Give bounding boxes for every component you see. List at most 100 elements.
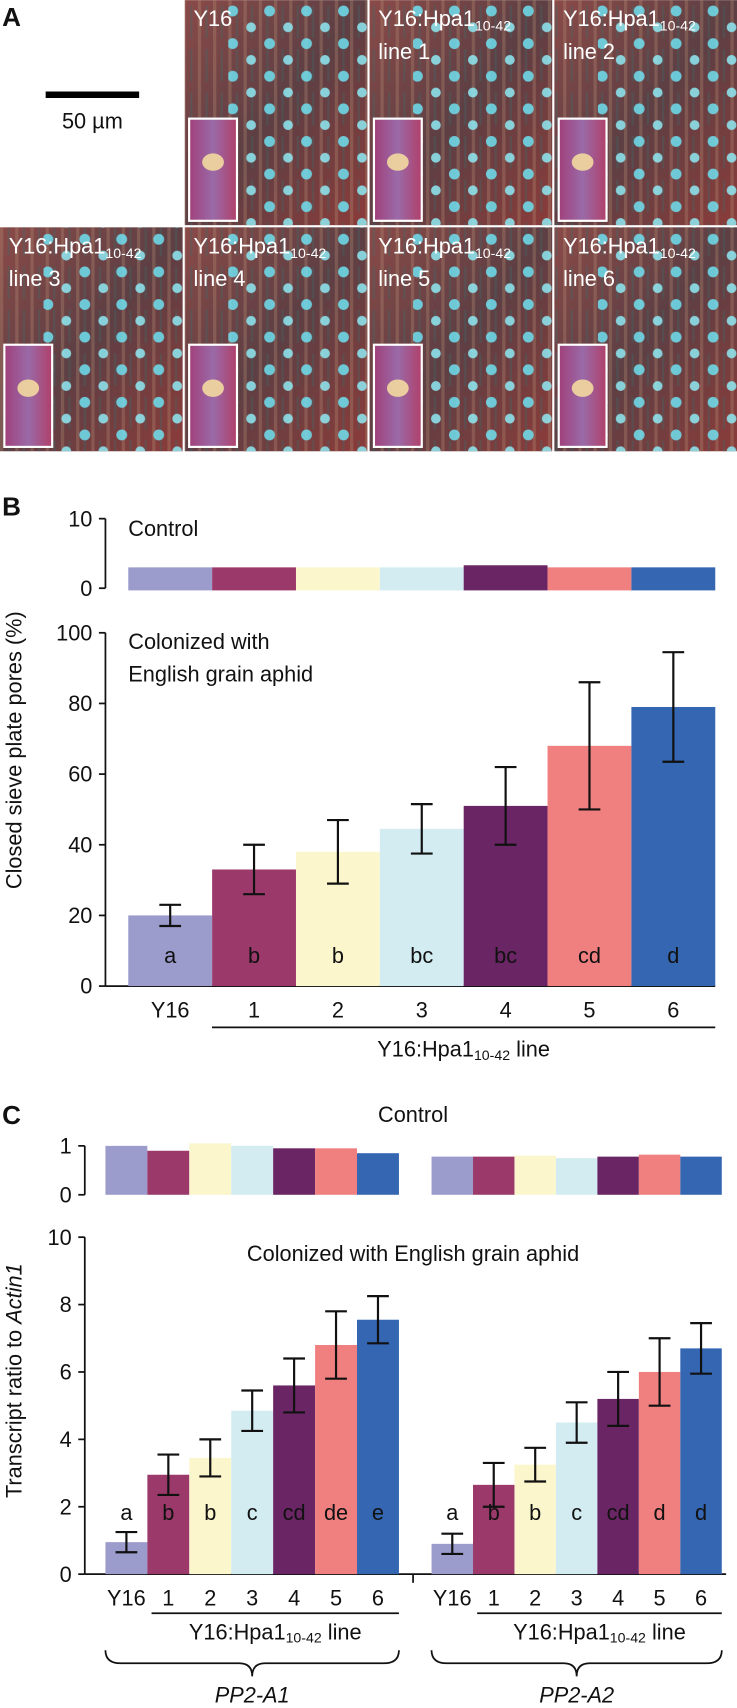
y-tick-label: 0 [60,1182,72,1207]
significance-letter: de [324,1500,348,1525]
bar [680,1348,722,1575]
micrograph: Y16:Hpa110-42 line 3 [0,227,183,452]
image-subscript: 10-42 [475,245,511,261]
y-axis-label: Closed sieve plate pores (%) [2,611,27,889]
image-label: Y16 [193,6,232,31]
group-label-sub: 10-42 [286,1630,322,1646]
y-tick-label: 0 [80,576,92,601]
micrograph: Y16:Hpa110-42 line 2 [554,0,737,226]
x-tick-label: 3 [246,1586,258,1611]
image-dots [413,0,553,226]
image-line: line 5 [378,266,430,291]
bar [463,565,548,591]
micrograph: Y16:Hpa110-42 line 6 [554,227,737,452]
x-tick-label: Y16 [433,1586,472,1611]
x-tick-label: 6 [695,1586,707,1611]
image-name: Y16 [193,6,232,31]
significance-letter: cd [578,943,601,968]
bar [212,567,296,591]
significance-letter: a [164,943,177,968]
inset-spot [571,153,594,171]
panel-label: C [2,1100,21,1130]
group-label-text: Y16:Hpa1 [513,1619,610,1644]
bar [315,1148,358,1195]
group-label-text: Y16:Hpa1 [377,1037,474,1062]
significance-letter: cd [283,1500,306,1525]
bar [105,1145,148,1195]
image-subscript: 10-42 [660,18,696,34]
bar [555,1422,598,1575]
bar [128,915,213,987]
micrograph: Y16:Hpa110-42 line 4 [184,227,368,452]
image-name: Y16:Hpa1 [563,6,660,31]
image-subscript: 10-42 [290,245,326,261]
y-tick-label: 20 [68,903,92,928]
image-line: line 4 [193,266,245,291]
significance-letter: d [695,1500,707,1525]
x-tick-label: 1 [488,1586,500,1611]
x-tick-label: 1 [248,998,260,1023]
inset-spot [17,379,40,397]
chart-title: Colonized with [128,629,269,654]
x-tick-label: 2 [204,1586,216,1611]
scale-bar-label: 50 µm [62,108,123,133]
y-tick-label: 40 [68,832,92,857]
image-label: Y16:Hpa110-42 [378,6,511,33]
significance-letter: a [446,1500,459,1525]
bar [514,1464,556,1575]
y-tick-label: 2 [60,1494,72,1519]
gene-label: PP2-A2 [539,1682,614,1707]
group-label-suffix: line [646,1619,686,1644]
bar [597,1398,639,1575]
image-line: line 6 [563,266,615,291]
micrograph: Y16:Hpa110-42 line 5 [369,227,553,452]
x-tick-label: 3 [416,998,428,1023]
group-label-text: Y16:Hpa1 [189,1619,286,1644]
image-name: Y16:Hpa1 [378,6,475,31]
y-tick-label: 60 [68,762,92,787]
inset-spot [386,379,409,397]
image-dots [43,227,183,452]
image-line: line 3 [9,266,61,291]
significance-letter: b [248,943,260,968]
brace [430,1650,723,1677]
chart-title: Control [128,516,198,541]
bar [555,1158,598,1195]
y-tick-label: 1 [60,1133,72,1158]
x-tick-label: 4 [500,998,512,1023]
inset-spot [386,153,409,171]
bar [295,567,380,591]
bar [379,567,464,591]
significance-letter: b [204,1500,216,1525]
bar [128,567,213,591]
significance-letter: bc [410,943,433,968]
x-tick-label: Y16 [107,1586,146,1611]
bar [147,1150,190,1195]
x-tick-label: 5 [654,1586,666,1611]
bar [189,1143,232,1195]
bar [597,1156,639,1195]
gene-label: PP2-A1 [215,1682,290,1707]
image-label: Y16:Hpa110-42 [9,233,142,260]
y-tick-label: 0 [60,1562,72,1587]
bar [273,1385,316,1575]
bar [273,1148,316,1195]
y-axis-label: Transcript ratio to Actin1 [2,1263,27,1498]
image-dots [597,227,737,452]
x-tick-label: 3 [571,1586,583,1611]
bar [379,828,464,987]
bar [315,1345,358,1575]
image-dots [597,0,737,226]
y-axis-label-text: Transcript ratio to [2,1324,27,1498]
significance-letter: d [667,943,679,968]
bar [473,1156,515,1195]
significance-letter: bc [494,943,517,968]
image-subscript: 10-42 [105,245,141,261]
significance-letter: c [247,1500,258,1525]
inset [3,343,54,448]
bar [638,1154,681,1195]
y-tick-label: 0 [80,974,92,999]
chart-title: Colonized with English grain aphid [247,1241,579,1266]
bar [231,1145,274,1195]
